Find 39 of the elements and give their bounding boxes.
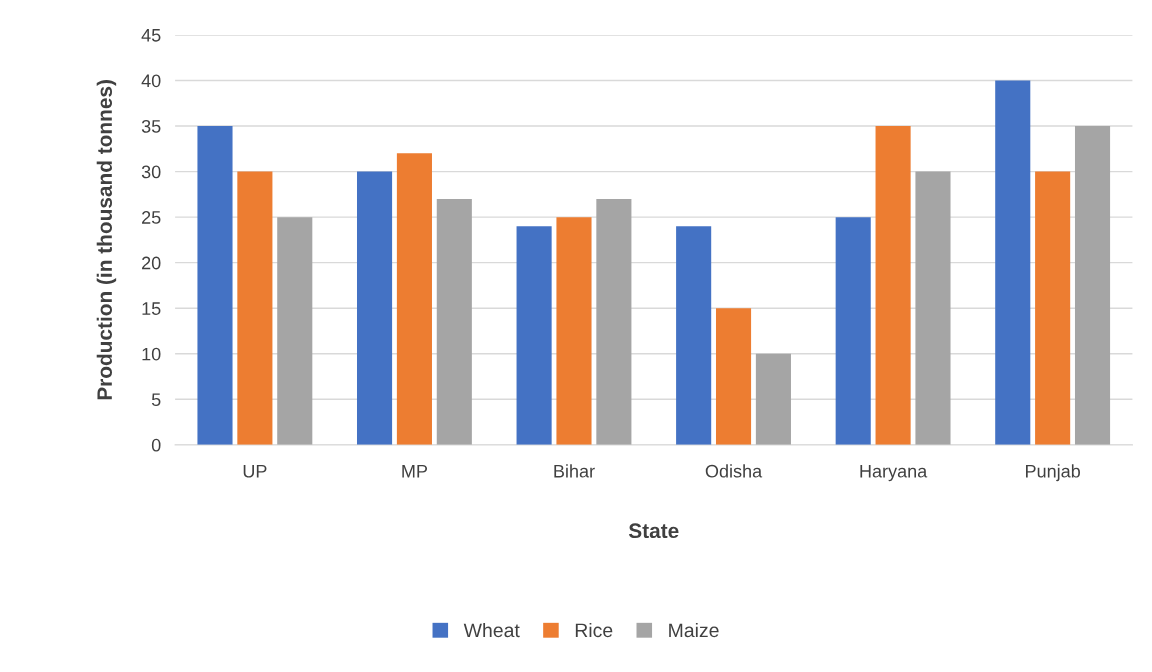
legend-label: Maize: [669, 622, 719, 638]
x-tick-label: Punjab: [1026, 464, 1080, 482]
y-tick-label: 10: [142, 347, 161, 361]
bar: [875, 126, 911, 445]
bar: [715, 308, 752, 445]
bar: [396, 153, 432, 445]
bar: [436, 198, 472, 445]
bar: [516, 226, 552, 445]
bar: [835, 217, 871, 445]
y-tick-label: 35: [141, 119, 161, 133]
bar: [915, 171, 951, 445]
x-tick-label: UP: [243, 464, 267, 478]
bar: [1035, 171, 1071, 445]
bar: [995, 80, 1031, 445]
bar: [237, 171, 273, 445]
y-tick-label: 30: [141, 165, 161, 179]
y-axis-title: Production (in thousand tonnes): [96, 80, 117, 400]
x-tick-label: Haryana: [860, 464, 928, 482]
bar: [277, 217, 313, 445]
bar: [556, 217, 592, 445]
x-tick-label: Odisha: [705, 464, 763, 478]
y-tick-label: 0: [151, 438, 161, 452]
y-tick-label: 40: [141, 74, 161, 88]
bar: [356, 171, 393, 445]
y-tick-label: 15: [142, 302, 161, 315]
x-tick-label: MP: [402, 464, 428, 478]
y-tick-label: 5: [151, 393, 161, 407]
x-axis-title: State: [628, 523, 679, 539]
legend-label: Rice: [575, 622, 613, 638]
bar: [1074, 126, 1111, 445]
bar: [755, 353, 791, 445]
bar: [197, 126, 233, 445]
y-tick-label: 25: [142, 211, 161, 224]
x-tick-label: Bihar: [554, 464, 595, 478]
y-tick-label: 20: [142, 256, 161, 270]
y-tick-label: 45: [141, 29, 161, 42]
legend-label: Wheat: [463, 622, 520, 638]
bar: [676, 226, 712, 445]
bar: [596, 198, 632, 445]
